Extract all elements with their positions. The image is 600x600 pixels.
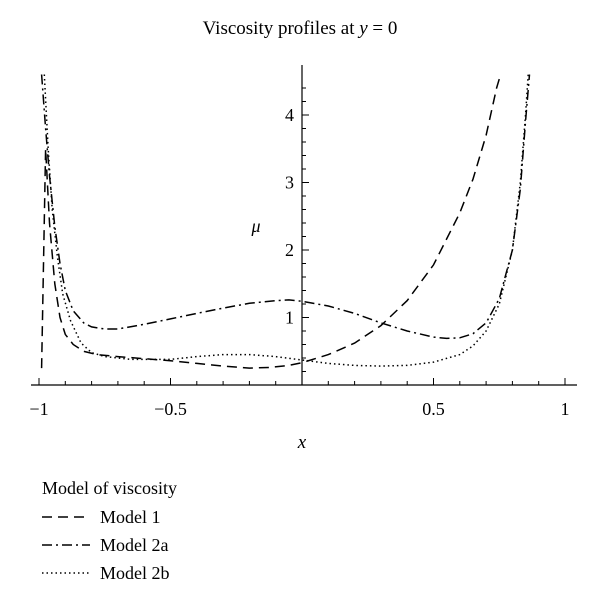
x-tick-label: −1 [29, 399, 48, 419]
y-tick-label: 1 [285, 308, 294, 328]
legend-label-model-2a: Model 2a [100, 534, 169, 555]
x-tick-label: 0.5 [422, 399, 445, 419]
y-tick-label: 2 [285, 240, 294, 260]
y-tick-label: 4 [285, 105, 294, 125]
series-group [40, 74, 531, 369]
legend-item-model-2a: Model 2a [42, 531, 177, 559]
legend-item-model-2b: Model 2b [42, 559, 177, 587]
legend-title: Model of viscosity [42, 478, 177, 498]
viscosity-chart: −1 −0.5 0.5 1 1 2 3 4 x μ [29, 65, 577, 453]
chart-title-variable: y [359, 18, 368, 39]
legend-swatch-dashed [42, 516, 90, 518]
legend-label-model-2b: Model 2b [100, 562, 170, 583]
chart-title-prefix: Viscosity profiles at [202, 18, 360, 39]
legend-swatch-dotted [42, 572, 90, 574]
chart-title: Viscosity profiles at y = 0 [0, 18, 600, 40]
series-line-model-2b [43, 74, 529, 367]
legend-item-model-1: Model 1 [42, 503, 177, 531]
legend: Model of viscosity Model 1 Model 2a Mode… [42, 478, 177, 587]
legend-label-model-1: Model 1 [100, 506, 161, 527]
x-tick-label: −0.5 [154, 399, 187, 419]
series-line-model-1 [40, 74, 502, 369]
x-tick-label: 1 [561, 399, 570, 419]
y-tick-label: 3 [285, 173, 294, 193]
axes-group: −1 −0.5 0.5 1 1 2 3 4 x μ [29, 65, 577, 453]
y-axis-label: μ [250, 216, 260, 236]
chart-title-suffix: = 0 [367, 18, 398, 39]
x-axis-label: x [297, 432, 307, 453]
series-line-model-2a [40, 74, 531, 340]
legend-swatch-dash-dot [42, 544, 90, 546]
